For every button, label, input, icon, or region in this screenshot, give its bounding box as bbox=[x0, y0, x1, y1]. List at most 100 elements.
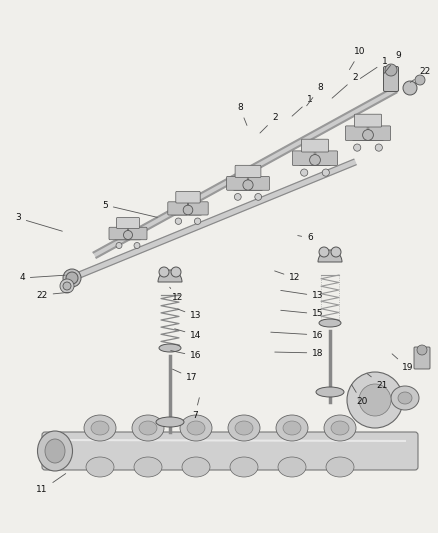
Text: 16: 16 bbox=[271, 330, 324, 340]
Ellipse shape bbox=[86, 457, 114, 477]
Circle shape bbox=[63, 282, 71, 290]
Text: 18: 18 bbox=[275, 349, 324, 358]
FancyBboxPatch shape bbox=[384, 67, 399, 92]
Circle shape bbox=[375, 144, 382, 151]
Text: 4: 4 bbox=[19, 273, 65, 282]
Circle shape bbox=[175, 218, 182, 224]
Circle shape bbox=[66, 272, 78, 284]
Text: 13: 13 bbox=[281, 290, 324, 301]
Circle shape bbox=[415, 75, 425, 85]
Text: 3: 3 bbox=[15, 214, 62, 231]
Circle shape bbox=[300, 169, 308, 176]
Text: 5: 5 bbox=[102, 200, 157, 217]
FancyBboxPatch shape bbox=[226, 176, 247, 190]
FancyBboxPatch shape bbox=[174, 205, 202, 215]
Circle shape bbox=[359, 384, 391, 416]
Text: 21: 21 bbox=[367, 374, 388, 390]
Ellipse shape bbox=[230, 457, 258, 477]
Circle shape bbox=[403, 81, 417, 95]
Wedge shape bbox=[158, 270, 182, 282]
FancyBboxPatch shape bbox=[235, 165, 261, 177]
Text: 19: 19 bbox=[392, 354, 414, 373]
Circle shape bbox=[322, 169, 329, 176]
Ellipse shape bbox=[331, 421, 349, 435]
Text: 11: 11 bbox=[36, 474, 66, 495]
Text: 13: 13 bbox=[177, 309, 202, 320]
Ellipse shape bbox=[134, 457, 162, 477]
FancyBboxPatch shape bbox=[128, 227, 147, 240]
Ellipse shape bbox=[45, 439, 65, 463]
Ellipse shape bbox=[324, 415, 356, 441]
Text: 8: 8 bbox=[237, 103, 247, 125]
FancyBboxPatch shape bbox=[249, 176, 269, 190]
Text: 12: 12 bbox=[170, 287, 184, 303]
FancyBboxPatch shape bbox=[369, 126, 391, 141]
Circle shape bbox=[234, 193, 241, 200]
Text: 9: 9 bbox=[384, 52, 401, 74]
Text: 20: 20 bbox=[351, 384, 367, 407]
Ellipse shape bbox=[391, 386, 419, 410]
Circle shape bbox=[159, 267, 169, 277]
Circle shape bbox=[171, 267, 181, 277]
Text: 2: 2 bbox=[332, 74, 358, 98]
FancyBboxPatch shape bbox=[301, 139, 328, 152]
Ellipse shape bbox=[235, 421, 253, 435]
FancyBboxPatch shape bbox=[354, 114, 381, 127]
Polygon shape bbox=[71, 159, 356, 281]
Ellipse shape bbox=[84, 415, 116, 441]
FancyBboxPatch shape bbox=[316, 151, 338, 166]
Circle shape bbox=[134, 243, 140, 248]
FancyBboxPatch shape bbox=[189, 202, 208, 215]
Ellipse shape bbox=[38, 431, 73, 471]
Text: 10: 10 bbox=[350, 47, 366, 70]
Text: 22: 22 bbox=[36, 290, 69, 300]
Circle shape bbox=[331, 247, 341, 257]
Text: 16: 16 bbox=[171, 351, 202, 360]
Text: 1: 1 bbox=[360, 58, 388, 78]
FancyBboxPatch shape bbox=[117, 217, 139, 229]
Ellipse shape bbox=[156, 417, 184, 427]
Text: 14: 14 bbox=[175, 329, 201, 340]
Ellipse shape bbox=[319, 319, 341, 327]
Ellipse shape bbox=[283, 421, 301, 435]
FancyBboxPatch shape bbox=[346, 126, 367, 141]
Ellipse shape bbox=[91, 421, 109, 435]
FancyBboxPatch shape bbox=[353, 130, 383, 141]
Ellipse shape bbox=[278, 457, 306, 477]
Text: 8: 8 bbox=[307, 84, 323, 106]
Circle shape bbox=[183, 205, 193, 215]
Ellipse shape bbox=[326, 457, 354, 477]
Circle shape bbox=[194, 218, 201, 224]
Ellipse shape bbox=[132, 415, 164, 441]
Text: 1: 1 bbox=[292, 95, 313, 116]
Text: 6: 6 bbox=[298, 233, 313, 243]
FancyBboxPatch shape bbox=[42, 432, 418, 470]
Text: 15: 15 bbox=[281, 310, 324, 319]
Circle shape bbox=[255, 193, 261, 200]
FancyBboxPatch shape bbox=[176, 191, 200, 203]
FancyBboxPatch shape bbox=[300, 155, 330, 166]
Ellipse shape bbox=[276, 415, 308, 441]
Text: 12: 12 bbox=[275, 271, 301, 282]
Circle shape bbox=[116, 243, 122, 248]
Polygon shape bbox=[94, 87, 396, 257]
FancyBboxPatch shape bbox=[109, 227, 127, 240]
Circle shape bbox=[63, 269, 81, 287]
Text: 22: 22 bbox=[410, 68, 431, 83]
Text: 17: 17 bbox=[173, 369, 198, 383]
Circle shape bbox=[385, 64, 397, 76]
Ellipse shape bbox=[398, 392, 412, 404]
FancyBboxPatch shape bbox=[414, 347, 430, 369]
Text: 7: 7 bbox=[192, 398, 199, 419]
Circle shape bbox=[310, 155, 321, 165]
FancyBboxPatch shape bbox=[115, 230, 141, 240]
Ellipse shape bbox=[139, 421, 157, 435]
Wedge shape bbox=[318, 250, 342, 262]
Circle shape bbox=[353, 144, 361, 151]
Circle shape bbox=[243, 180, 253, 190]
Circle shape bbox=[319, 247, 329, 257]
Circle shape bbox=[417, 345, 427, 355]
FancyBboxPatch shape bbox=[293, 151, 314, 166]
Text: 2: 2 bbox=[260, 114, 278, 133]
Ellipse shape bbox=[182, 457, 210, 477]
